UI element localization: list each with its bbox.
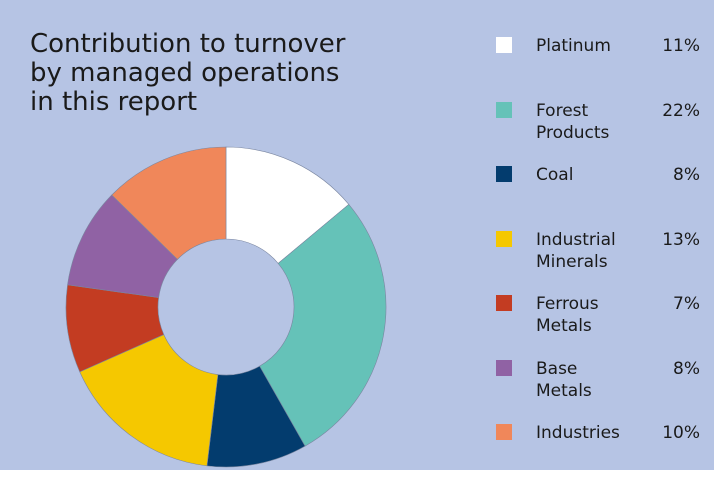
legend-entry: Base Metals 8% (496, 358, 706, 408)
donut-slice (79, 334, 219, 467)
legend-label: Industries (536, 423, 620, 443)
value-label: 11% (662, 36, 700, 56)
legend-entry: Platinum 11% (496, 35, 706, 85)
legend-label: Ferrous Metals (536, 294, 599, 336)
plot (65, 146, 387, 468)
value-label: 10% (662, 423, 700, 443)
legend-entry: Industrial Minerals 13% (496, 229, 706, 279)
value-label: 7% (673, 294, 700, 314)
legend-label: Platinum (536, 36, 611, 56)
value-label: 13% (662, 229, 700, 250)
legend-swatch (496, 37, 512, 53)
chart-title: Contribution to turnover by managed oper… (30, 29, 346, 117)
legend-entry: Industries 10% (496, 422, 706, 472)
value-label: 22% (662, 100, 700, 121)
donut-slice (225, 146, 350, 264)
donut-slice (111, 146, 227, 260)
legend-label: Industrial Minerals (536, 229, 616, 272)
legend-swatch (496, 166, 512, 182)
legend-entry: Ferrous Metals 7% (496, 293, 706, 343)
legend-label: Forest Products (536, 100, 610, 143)
legend-swatch (496, 359, 512, 376)
legend-swatch (496, 230, 512, 247)
legend-entry: Forest Products 22% (496, 100, 706, 150)
legend-entry: Coal 8% (496, 164, 706, 214)
value-label: 8% (673, 165, 700, 185)
legend-swatch (496, 101, 512, 118)
legend-swatch (496, 295, 512, 311)
donut-slice (259, 204, 387, 447)
chart: Contribution to turnover by managed oper… (0, 0, 714, 470)
legend-label: Coal (536, 165, 574, 185)
legend-swatch (496, 424, 512, 440)
legend-label: Base Metals (536, 358, 592, 401)
value-label: 8% (673, 358, 700, 379)
